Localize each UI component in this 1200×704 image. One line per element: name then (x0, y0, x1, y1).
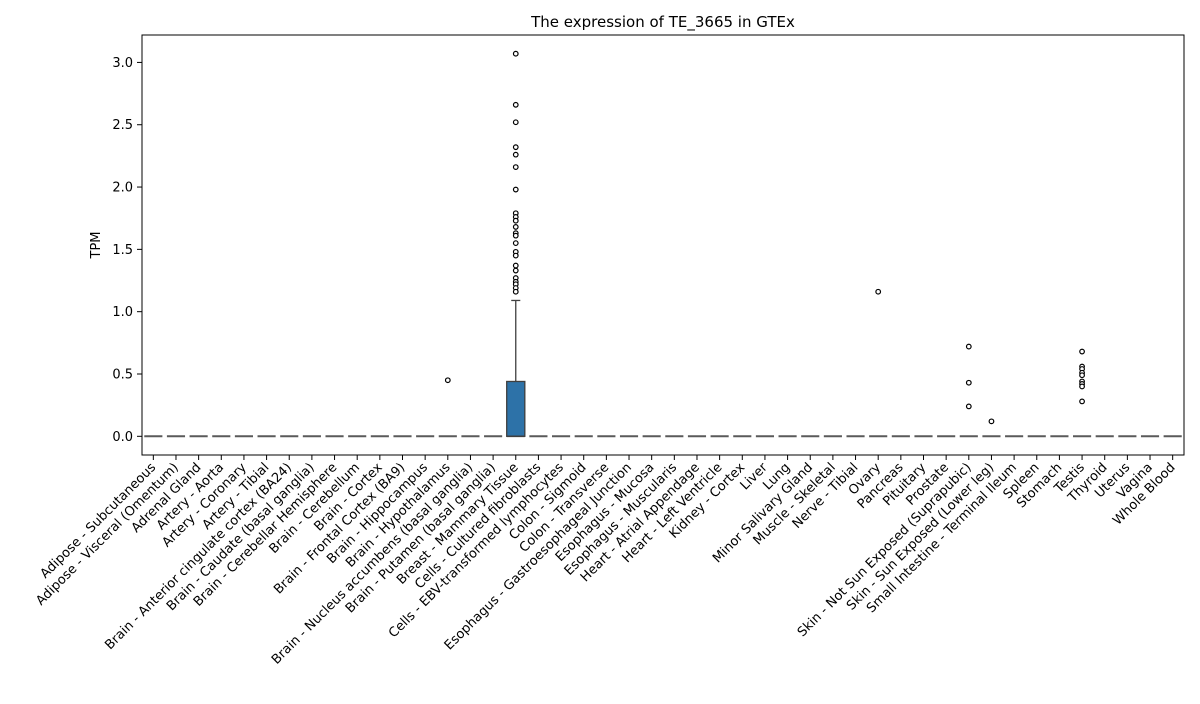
y-tick-label: 1.0 (112, 305, 133, 320)
box-body (506, 380, 526, 437)
plot-frame (141, 34, 1185, 456)
outlier-point (512, 288, 519, 295)
outlier-point (512, 267, 519, 274)
outlier-point (875, 288, 882, 295)
y-tick-label: 2.5 (112, 118, 133, 133)
outlier-point (512, 224, 519, 230)
outlier-point (512, 101, 519, 108)
outlier-point (512, 119, 519, 126)
y-tick-label: 3.0 (112, 56, 133, 71)
outlier-point (512, 186, 519, 193)
outlier-point (512, 232, 519, 239)
outlier-point (512, 50, 519, 57)
outlier-point (1079, 348, 1085, 355)
outlier-point (512, 144, 519, 151)
y-axis-label: TPM (89, 232, 104, 260)
outlier-point (512, 151, 519, 158)
y-tick-label: 0.5 (112, 367, 133, 382)
y-tick-label: 1.5 (112, 243, 133, 258)
plot-area (144, 50, 1182, 438)
outlier-point (965, 343, 972, 350)
y-tick-label: 0.0 (112, 430, 133, 445)
outlier-point (1079, 383, 1085, 390)
outlier-point (512, 262, 519, 269)
outlier-point (965, 379, 972, 386)
outlier-point (444, 377, 451, 384)
outlier-point (512, 217, 519, 224)
outlier-point (1079, 372, 1085, 379)
outlier-point (512, 252, 519, 259)
y-tick-label: 2.0 (112, 181, 133, 196)
outlier-point (988, 418, 995, 425)
outlier-point (512, 240, 519, 247)
outlier-point (512, 164, 519, 171)
outlier-point (965, 403, 972, 410)
outlier-point (1079, 398, 1085, 405)
chart-title: The expression of TE_3665 in GTEx (530, 13, 795, 32)
